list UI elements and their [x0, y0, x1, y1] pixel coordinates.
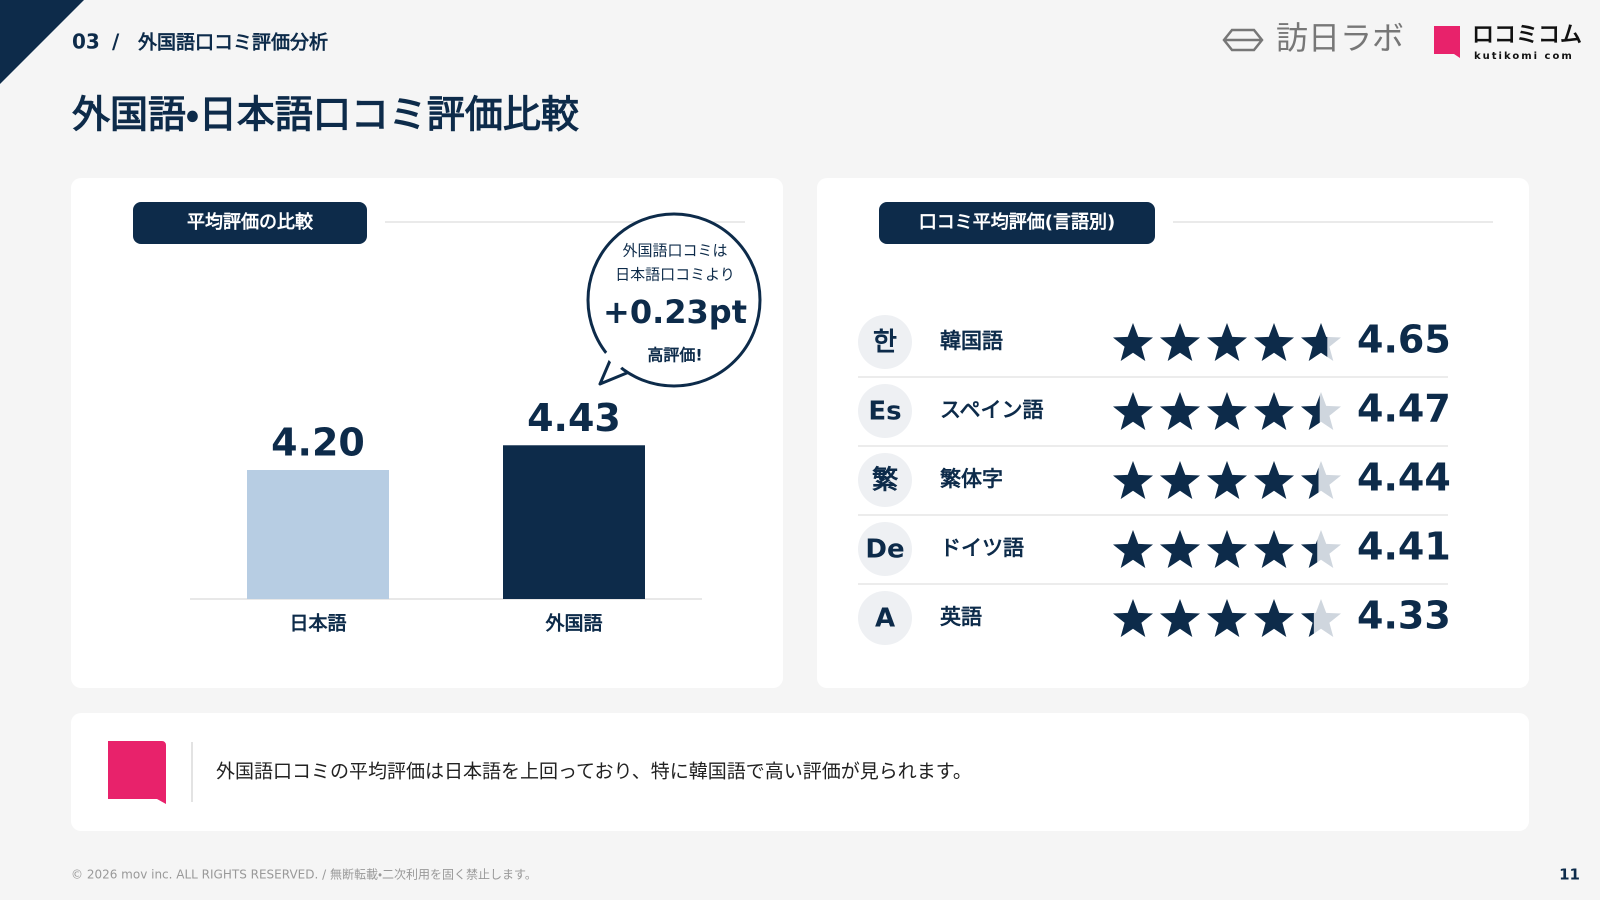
- star: [1160, 392, 1200, 430]
- star: [1160, 461, 1200, 499]
- summary-text: 外国語口コミの平均評価は日本語を上回っており、特に韓国語で高い評価が見られます。: [216, 761, 972, 783]
- star: [1301, 540, 1318, 568]
- logo-b-sub: kutikomi com: [1474, 51, 1574, 62]
- language-icon-bg: [858, 591, 912, 645]
- callout-line: 日本語口コミより: [615, 266, 735, 284]
- logo-a-text: 訪日ラボ: [1276, 19, 1404, 57]
- language-icon-bg: [858, 522, 912, 576]
- corner-triangle: [0, 0, 84, 84]
- bar-chart: 4.20 日本語 4.43 外国語: [190, 396, 702, 635]
- callout-highlight: +0.23pt: [603, 293, 747, 331]
- copyright: © 2026 mov inc. ALL RIGHTS RESERVED. / 無…: [71, 867, 537, 882]
- callout-tail: [598, 355, 635, 386]
- summary-card: [71, 713, 1529, 831]
- rating-value: 4.47: [1357, 387, 1451, 431]
- star: [1207, 461, 1247, 499]
- language-icon-bg: [858, 384, 912, 438]
- value-label: 4.43: [527, 396, 621, 440]
- x-tick-label: 日本語: [289, 612, 346, 635]
- x-tick-label: 外国語: [544, 612, 602, 635]
- callout-line: 外国語口コミは: [622, 242, 727, 260]
- page-title: 外国語・日本語口コミ評価比較: [72, 93, 580, 137]
- star: [1113, 530, 1153, 568]
- logo-a-icon: [1222, 28, 1264, 52]
- bar: [503, 445, 645, 599]
- summary-icon: [108, 741, 166, 804]
- star: [1160, 599, 1200, 637]
- language-name: スペイン語: [940, 398, 1044, 422]
- bar: [247, 470, 389, 599]
- callout-line: 高評価!: [647, 346, 702, 365]
- rating-value: 4.33: [1357, 594, 1451, 638]
- star: [1254, 323, 1294, 361]
- callout-bubble: [586, 212, 762, 388]
- star: [1254, 530, 1294, 568]
- language-icon: A: [875, 604, 895, 634]
- callout: 外国語口コミは 日本語口コミより +0.23pt 高評価!: [586, 212, 762, 388]
- star: [1301, 395, 1320, 430]
- star: [1113, 599, 1153, 637]
- section-separator: /: [112, 30, 120, 54]
- language-name: ドイツ語: [940, 536, 1024, 560]
- star: [1207, 323, 1247, 361]
- star: [1254, 599, 1294, 637]
- star: [1113, 461, 1153, 499]
- language-name: 韓国語: [940, 329, 1003, 353]
- star: [1301, 323, 1328, 361]
- language-icon-bg: [858, 453, 912, 507]
- chart-title: 平均評価の比較: [187, 211, 314, 233]
- star: [1254, 461, 1294, 499]
- star: [1207, 599, 1247, 637]
- ratings-card: [817, 178, 1529, 688]
- star: [1113, 392, 1153, 430]
- star: [1113, 323, 1153, 361]
- star: [1160, 530, 1200, 568]
- star: [1207, 530, 1247, 568]
- star: [1160, 323, 1200, 361]
- language-icon: 繁: [872, 465, 899, 496]
- rating-value: 4.41: [1357, 525, 1451, 569]
- ratings-list: 한 韓国語 4.65 Es スペイン語 4.47 繁 繁体字 4.44 De ドイツ語 4.41 A 英語…: [858, 315, 1451, 645]
- chart-title-pill: [133, 202, 367, 244]
- section-number: 03: [72, 30, 100, 54]
- language-name: 英語: [940, 605, 982, 629]
- language-icon: De: [865, 535, 904, 565]
- logo-b: ロコミコム kutikomi com: [1434, 23, 1582, 62]
- value-label: 4.20: [271, 421, 365, 465]
- section-title: 外国語口コミ評価分析: [137, 31, 328, 54]
- star-empty: [1301, 599, 1341, 637]
- star-empty: [1301, 392, 1341, 430]
- language-icon-bg: [858, 315, 912, 369]
- star-empty: [1301, 461, 1341, 499]
- language-icon: 한: [873, 328, 897, 358]
- language-icon: Es: [868, 397, 901, 427]
- logo-b-text: ロコミコム: [1472, 23, 1582, 48]
- logo-b-icon: [1434, 26, 1460, 58]
- logo-a: 訪日ラボ: [1222, 19, 1404, 57]
- ratings-title: 口コミ平均評価(言語別): [919, 211, 1115, 233]
- language-name: 繁体字: [940, 467, 1003, 491]
- ratings-title-pill: [879, 202, 1155, 244]
- callout-join: [603, 350, 624, 371]
- star: [1301, 467, 1319, 499]
- star: [1254, 392, 1294, 430]
- star: [1301, 612, 1314, 637]
- rating-value: 4.44: [1357, 456, 1451, 500]
- star: [1207, 392, 1247, 430]
- page-number: 11: [1559, 866, 1580, 884]
- rating-value: 4.65: [1357, 318, 1451, 362]
- star-empty: [1301, 530, 1341, 568]
